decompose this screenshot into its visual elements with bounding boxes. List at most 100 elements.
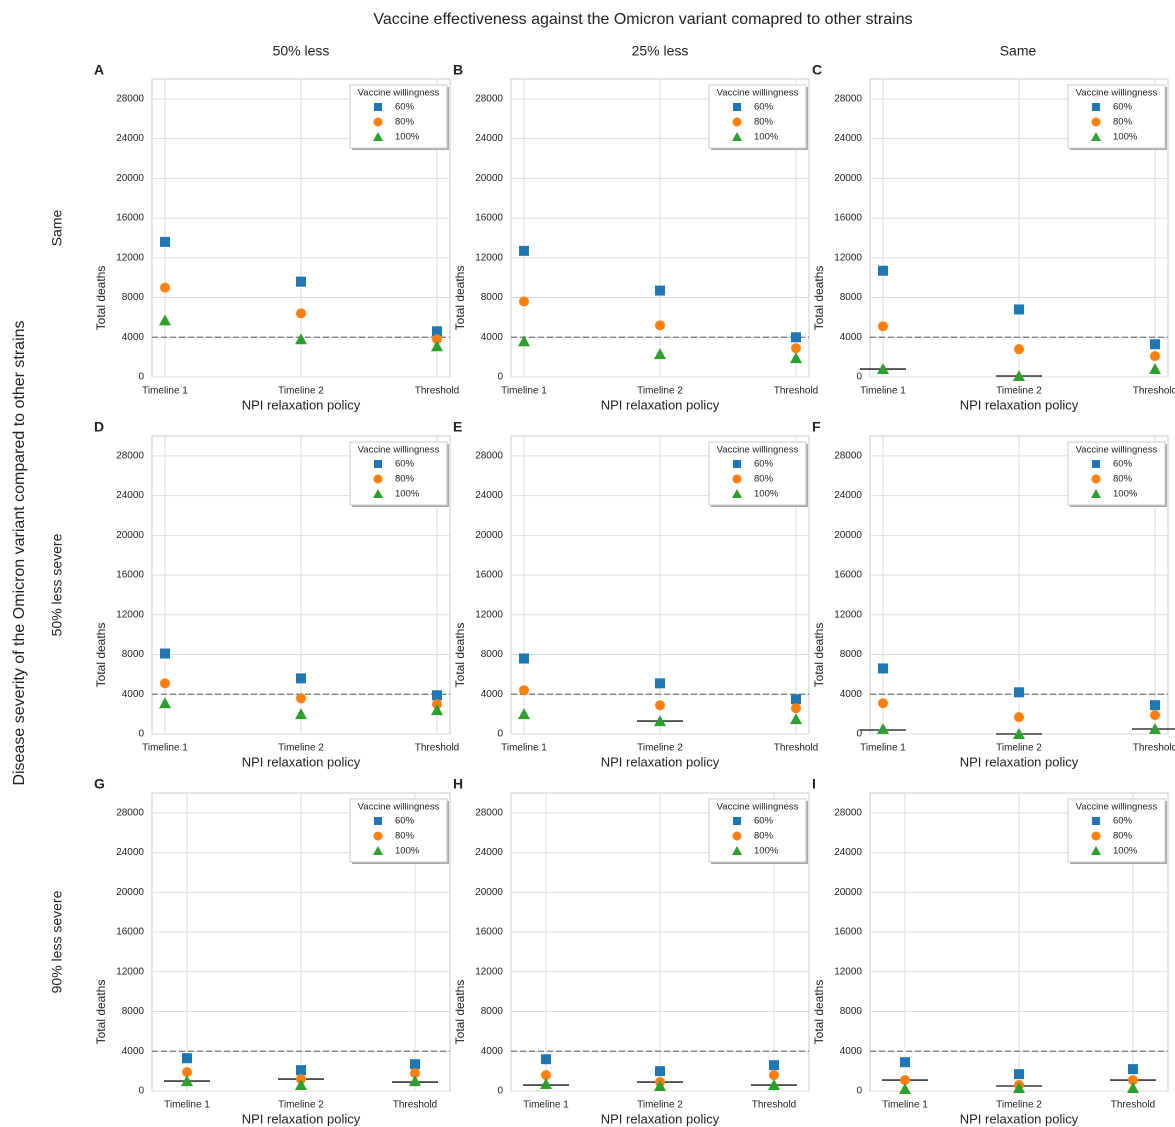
y-tick-label: 16000 [475,927,503,938]
point [295,333,307,345]
y-tick-label: 12000 [834,966,862,977]
y-axis-label: Total deaths [453,266,467,331]
x-tick-label: Threshold [752,1100,796,1111]
legend [349,84,448,149]
y-axis-label: Total deaths [94,266,108,331]
y-tick-label: 24000 [834,133,862,144]
panel-letter: B [453,62,463,78]
legend-swatch [374,103,382,111]
y-tick-label: 0 [138,729,144,740]
y-tick-label: 12000 [834,252,862,263]
y-tick-label: 0 [497,729,503,740]
point [1014,712,1024,723]
point [182,1053,192,1064]
point [791,694,801,705]
legend-label: 100% [1113,132,1138,143]
legend-swatch [1091,489,1101,498]
panel-letter: G [94,776,105,792]
legend-swatch [373,474,383,484]
legend-title: Vaccine willingness [1076,445,1158,456]
legend-swatch [732,846,742,855]
x-axis-label: NPI relaxation policy [960,1111,1079,1126]
point [296,693,306,704]
point [519,245,529,256]
legend-label: 100% [395,132,420,143]
point [296,276,306,287]
legend-label: 100% [754,489,779,500]
point [790,713,802,725]
legend-swatch [1091,831,1101,841]
y-tick-label: 16000 [116,213,144,224]
legend-label: 80% [1113,474,1133,485]
legend-swatch [1091,132,1101,141]
legend-swatch [733,460,741,468]
point [878,321,888,332]
y-tick-label: 12000 [116,966,144,977]
y-tick-label: 8000 [481,292,504,303]
y-tick-label: 12000 [116,609,144,620]
point [790,352,802,364]
y-tick-label: 0 [497,1086,503,1097]
point [655,678,665,689]
legend-label: 60% [1113,816,1133,827]
y-axis-label: Total deaths [94,980,108,1045]
legend-label: 100% [754,132,779,143]
x-tick-label: Timeline 1 [860,743,906,754]
point [878,265,888,276]
y-tick-label: 12000 [475,609,503,620]
point [1014,304,1024,315]
x-tick-label: Threshold [1133,743,1175,754]
y-tick-label: 12000 [834,609,862,620]
legend-label: 60% [395,816,415,827]
x-axis-label: NPI relaxation policy [960,397,1079,412]
x-tick-label: Timeline 2 [996,1100,1042,1111]
point [295,1079,307,1091]
legend-swatch [373,132,383,141]
y-tick-label: 4000 [840,332,863,343]
legend-label: 100% [1113,846,1138,857]
figure-title: Vaccine effectiveness against the Omicro… [373,11,912,28]
point [296,308,306,319]
point [768,1079,780,1091]
y-tick-label: 8000 [122,292,145,303]
legend-label: 80% [395,831,415,842]
y-tick-label: 0 [497,372,503,383]
x-axis-label: NPI relaxation policy [601,754,720,769]
point [1150,710,1160,721]
x-tick-label: Timeline 1 [142,743,188,754]
y-tick-label: 20000 [834,887,862,898]
point [1150,351,1160,362]
x-tick-label: Timeline 2 [278,743,324,754]
point [431,340,443,352]
row-title: Same [49,210,65,247]
y-tick-label: 28000 [834,808,862,819]
y-tick-label: 4000 [122,332,145,343]
x-tick-label: Threshold [774,743,818,754]
x-axis-label: NPI relaxation policy [242,1111,361,1126]
legend-title: Vaccine willingness [717,802,799,813]
x-tick-label: Timeline 2 [637,743,683,754]
legend-label: 100% [1113,489,1138,500]
point [654,715,666,727]
x-tick-label: Threshold [774,386,818,397]
point [541,1054,551,1065]
y-axis-label: Total deaths [94,623,108,688]
point [160,678,170,689]
point [1149,363,1161,375]
y-tick-label: 0 [856,1086,862,1097]
y-tick-label: 8000 [122,1006,145,1017]
y-tick-label: 20000 [475,887,503,898]
y-tick-label: 8000 [122,649,145,660]
y-tick-label: 12000 [475,252,503,263]
panel-letter: I [812,776,816,792]
x-tick-label: Timeline 1 [523,1100,569,1111]
y-tick-label: 12000 [475,966,503,977]
legend-label: 60% [395,102,415,113]
legend [1067,84,1166,149]
point [900,1075,910,1086]
legend-label: 80% [754,117,774,128]
y-tick-label: 28000 [116,808,144,819]
legend-label: 60% [1113,459,1133,470]
y-axis-label: Total deaths [812,266,826,331]
legend-title: Vaccine willingness [358,445,440,456]
